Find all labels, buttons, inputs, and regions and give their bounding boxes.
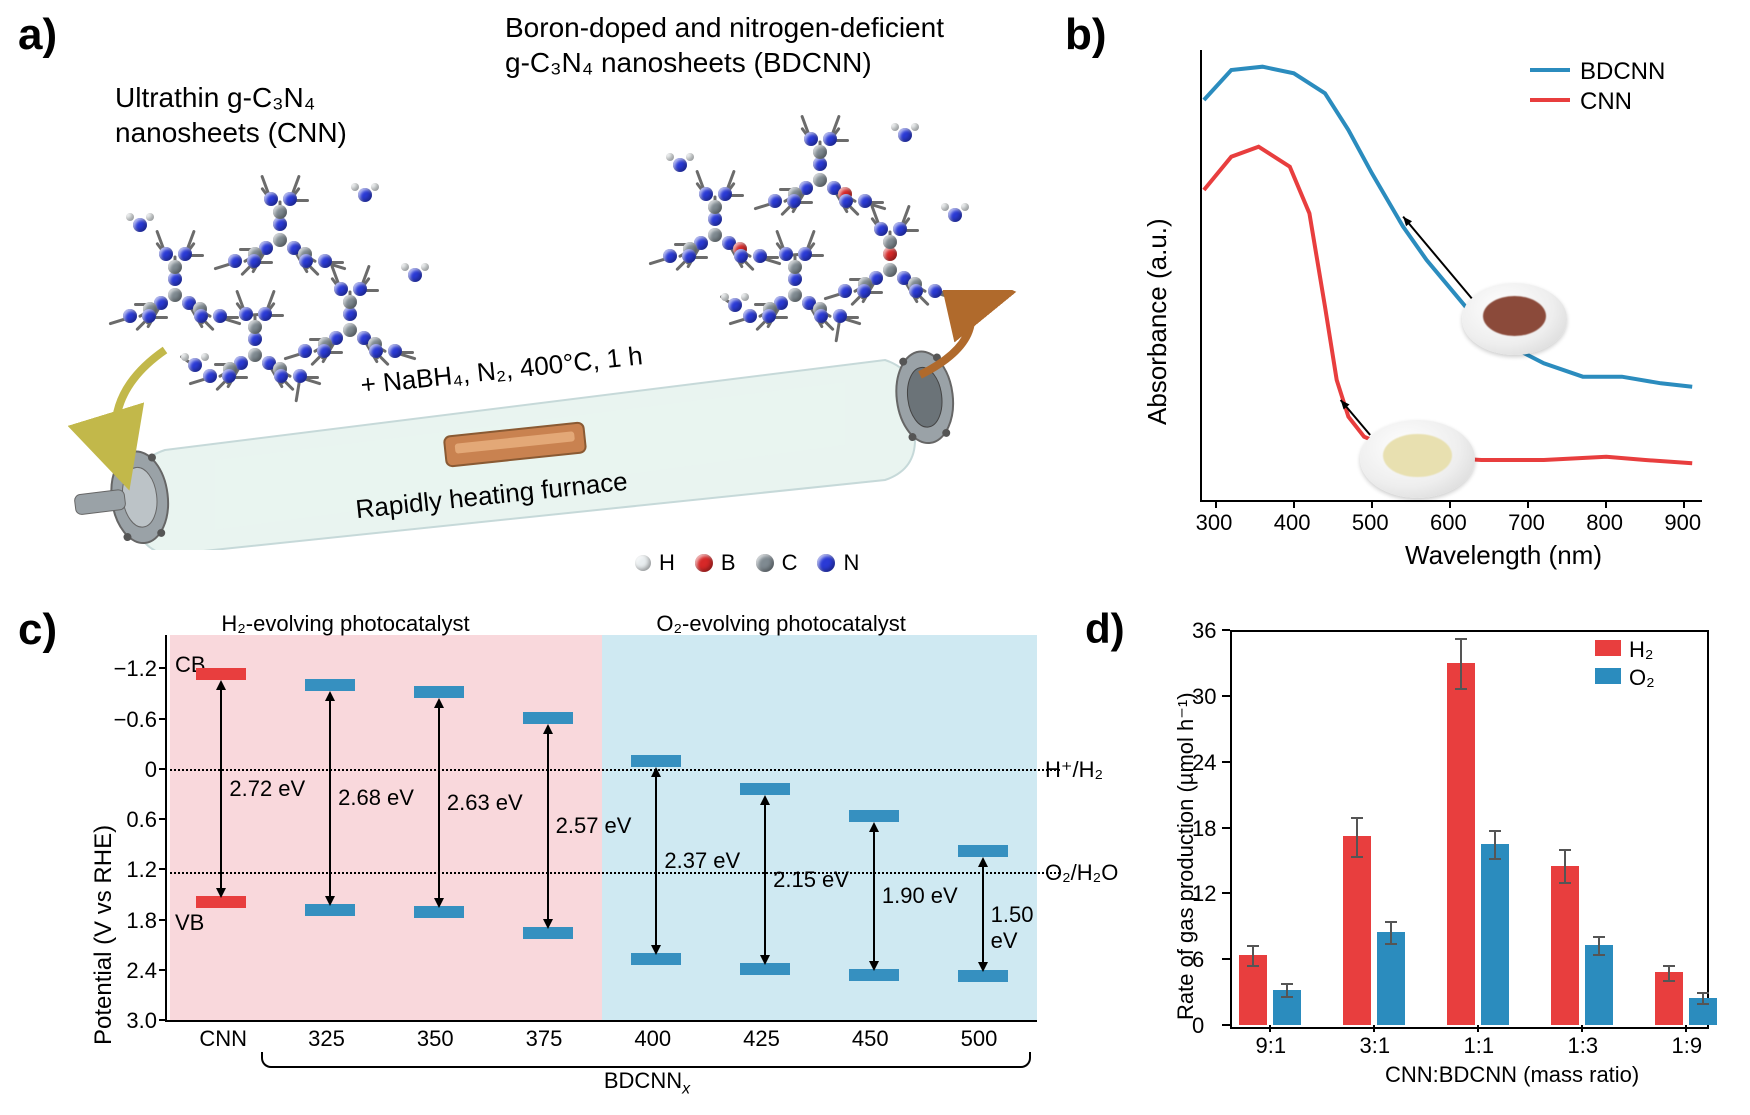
panel-d-label: d) (1085, 605, 1125, 653)
panel-d: CNN:BDCNN (mass ratio) Rate of gas produ… (1155, 620, 1730, 1100)
panel-b-label: b) (1065, 10, 1107, 60)
legend-n: N (843, 550, 859, 576)
b-xlabel: Wavelength (nm) (1405, 540, 1602, 571)
b-ylabel: Absorbance (a.u.) (1142, 218, 1173, 425)
panel-c: Potential (V vs RHE) −1.2−0.600.61.21.82… (95, 615, 1055, 1095)
c-plot-area: −1.2−0.600.61.21.82.43.0H₂-evolving phot… (165, 635, 1037, 1022)
legend-h: H (659, 550, 675, 576)
legend-c: C (782, 550, 798, 576)
furnace-schematic (45, 290, 1025, 550)
right-struct-title: Boron-doped and nitrogen-deficient g-C₃N… (505, 10, 944, 80)
panel-a-label: a) (18, 10, 57, 60)
panel-c-label: c) (18, 605, 57, 655)
left-struct-title: Ultrathin g-C₃N₄ nanosheets (CNN) (115, 80, 347, 150)
legend-b: B (721, 550, 736, 576)
atom-legend: H B C N (635, 550, 879, 576)
panel-b: Wavelength (nm) Absorbance (a.u.) 300400… (1130, 40, 1720, 580)
d-xlabel: CNN:BDCNN (mass ratio) (1385, 1062, 1639, 1088)
composite-figure: a) b) c) d) Ultrathin g-C₃N₄ nanosheets … (0, 0, 1750, 1115)
molecule-bdcnn (645, 95, 965, 295)
panel-a: Ultrathin g-C₃N₄ nanosheets (CNN) Boron-… (75, 40, 1055, 580)
